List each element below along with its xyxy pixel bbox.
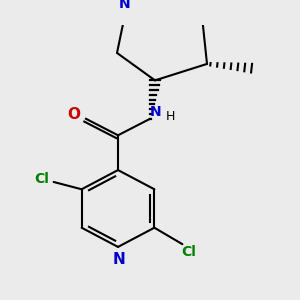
Text: Cl: Cl <box>34 172 49 186</box>
Text: N: N <box>150 105 162 119</box>
Text: H: H <box>165 110 175 123</box>
Text: O: O <box>68 107 80 122</box>
Text: N: N <box>119 0 131 11</box>
Text: N: N <box>112 252 125 267</box>
Text: Cl: Cl <box>181 244 196 259</box>
